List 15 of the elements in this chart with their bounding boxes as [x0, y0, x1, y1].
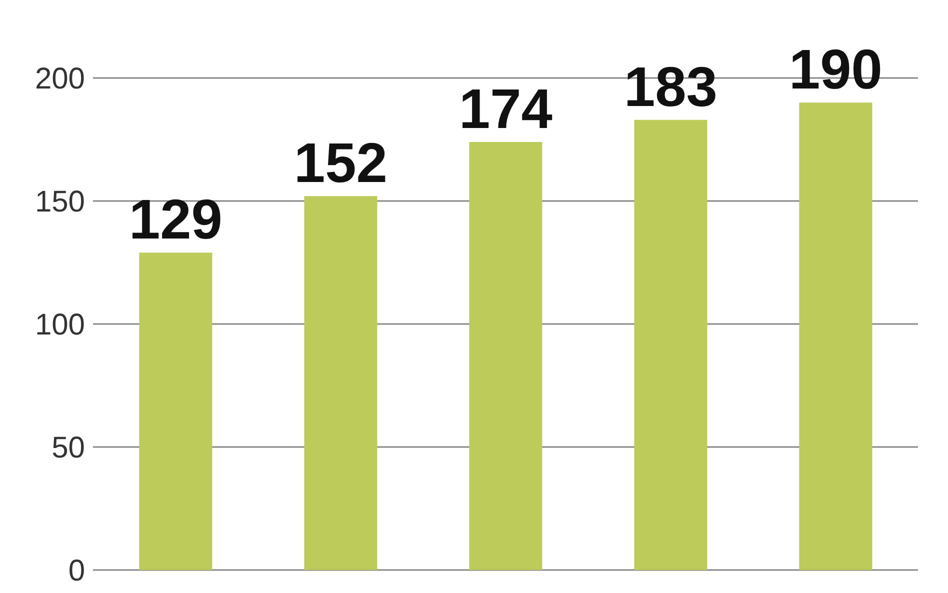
data-label: 129	[128, 188, 222, 251]
bar	[634, 120, 708, 570]
bar	[799, 102, 872, 570]
bar	[469, 142, 542, 570]
y-tick-label: 0	[68, 554, 85, 588]
y-tick-label: 200	[34, 62, 85, 96]
y-tick-label: 150	[34, 186, 85, 219]
data-label: 174	[458, 76, 552, 140]
data-label: 152	[294, 131, 388, 194]
data-label: 183	[624, 54, 718, 118]
data-label: 190	[788, 38, 882, 101]
y-tick-label: 50	[52, 432, 85, 465]
bar	[139, 252, 212, 570]
y-tick-label: 100	[34, 308, 85, 342]
bar	[304, 196, 378, 570]
